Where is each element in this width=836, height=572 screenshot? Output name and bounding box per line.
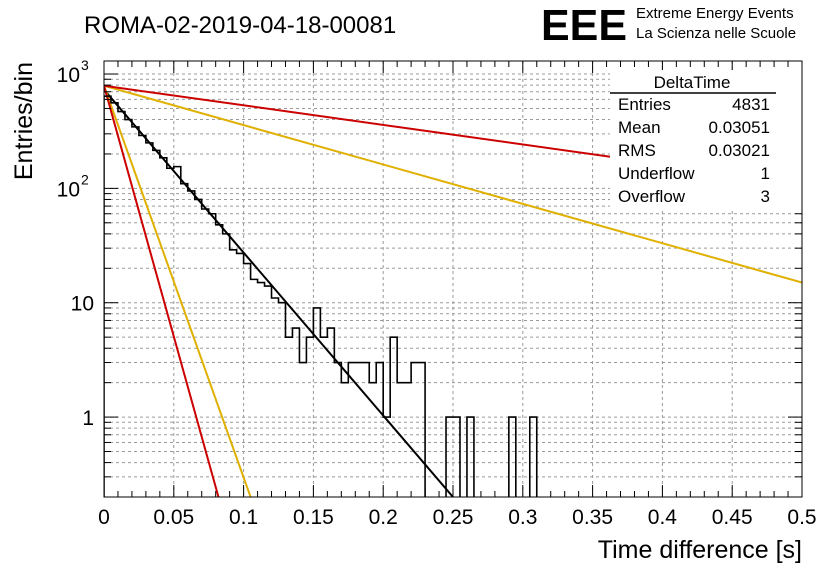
stats-box: DeltaTime Entries 4831 Mean 0.03051 RMS …	[610, 70, 802, 210]
chart-title: ROMA-02-2019-04-18-00081	[84, 12, 396, 39]
logo-line-2: La Scienza nelle Scuole	[636, 25, 796, 42]
plot-frame	[103, 60, 803, 498]
histogram-outline	[104, 95, 538, 497]
x-tick-label: 0.3	[508, 506, 537, 529]
stats-label-mean: Mean	[618, 118, 661, 137]
x-axis-label: Time difference [s]	[598, 536, 802, 564]
y-tick-exponent: 2	[81, 171, 89, 187]
x-tick-label: 0	[98, 506, 110, 529]
stats-value-mean: 0.03051	[709, 118, 770, 137]
x-tick-label: 0.05	[153, 506, 194, 529]
x-tick-label: 0.1	[229, 506, 258, 529]
y-tick-label: 10	[71, 293, 94, 316]
stats-label-rms: RMS	[618, 141, 656, 160]
stats-value-entries: 4831	[732, 95, 770, 114]
stats-value-underflow: 1	[761, 164, 770, 183]
stats-value-rms: 0.03021	[709, 141, 770, 160]
logo-line-1: Extreme Energy Events	[636, 5, 794, 22]
stats-name: DeltaTime	[654, 73, 731, 92]
stats-label-overflow: Overflow	[618, 187, 686, 206]
x-tick-label: 0.25	[433, 506, 474, 529]
y-tick-label: 1	[82, 407, 94, 430]
x-tick-label: 0.2	[369, 506, 398, 529]
tick-layer: 0 0.05 0.1 0.15 0.2 0.25 0.3 0.35 0.4 0.45 0.5 1 10 1…	[57, 57, 817, 529]
fit-line	[104, 85, 220, 497]
x-tick-label: 0.4	[648, 506, 678, 529]
x-tick-label: 0.35	[572, 506, 613, 529]
x-tick-label: 0.5	[787, 506, 816, 529]
y-axis-label: Entries/bin	[10, 62, 38, 180]
y-tick-exponent: 3	[81, 57, 89, 73]
stats-value-overflow: 3	[761, 187, 770, 206]
histogram-layer	[104, 95, 538, 497]
y-tick-label: 10	[57, 64, 80, 87]
y-tick-label: 10	[57, 178, 80, 201]
fit-line	[104, 84, 802, 284]
stats-label-entries: Entries	[618, 95, 671, 114]
stats-label-underflow: Underflow	[618, 164, 695, 183]
fit-line	[104, 85, 252, 497]
x-tick-label: 0.45	[712, 506, 753, 529]
eee-logo-mark: EEE	[541, 1, 627, 50]
x-tick-label: 0.15	[293, 506, 334, 529]
